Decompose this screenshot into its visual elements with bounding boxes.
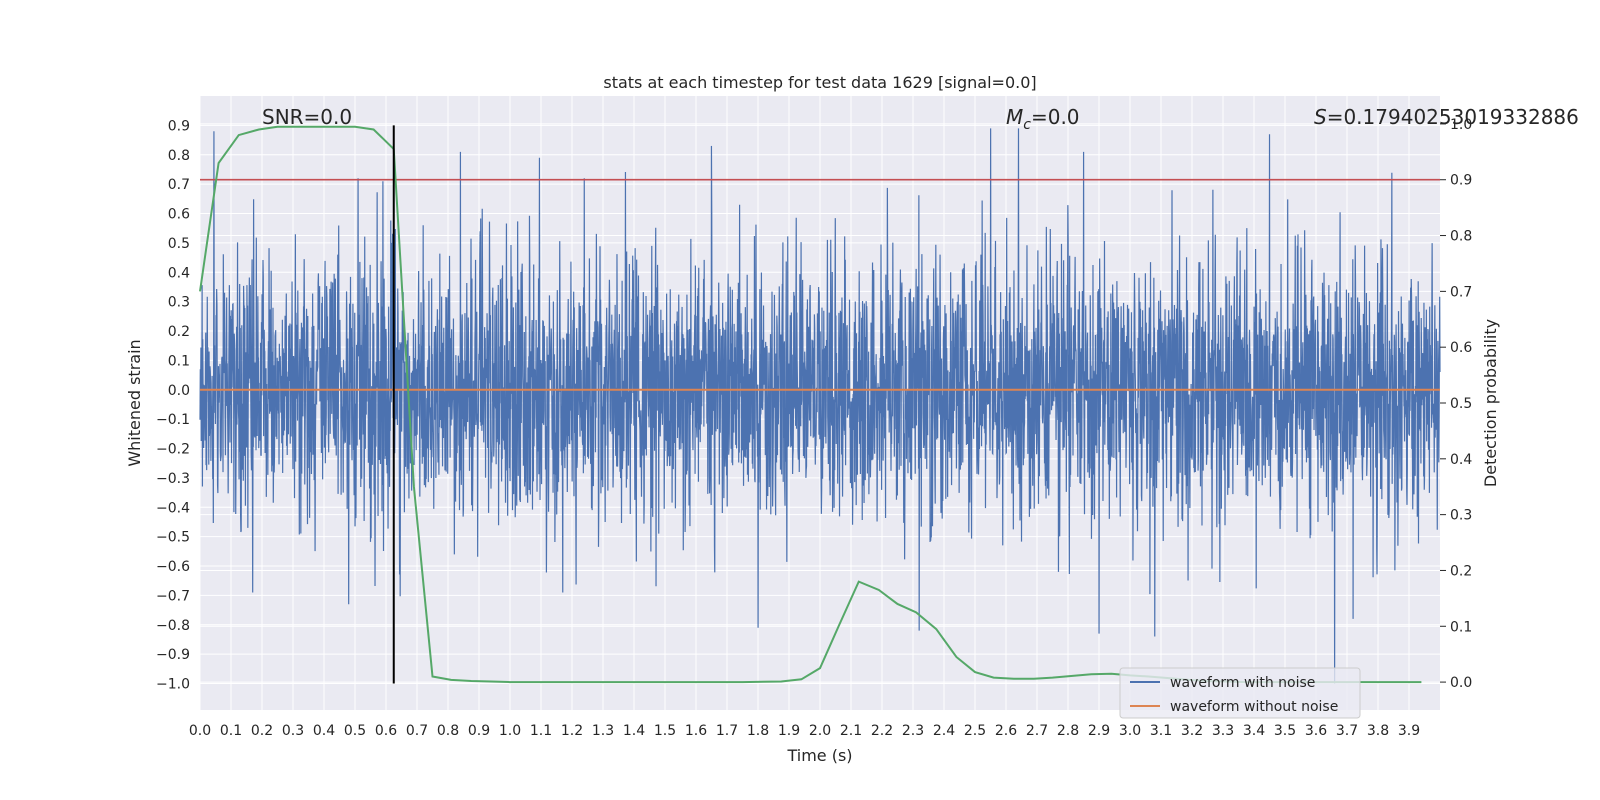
y-tick-label: 0.7	[168, 177, 190, 193]
y-right-tick-label: 0.8	[1450, 229, 1472, 245]
x-tick-label: 3.1	[1150, 723, 1172, 739]
x-tick-label: 1.6	[685, 723, 707, 739]
x-tick-label: 0.7	[406, 723, 428, 739]
y-tick-label: 0.9	[168, 118, 190, 134]
x-tick-label: 3.2	[1181, 723, 1203, 739]
x-tick-label: 0.5	[344, 723, 366, 739]
x-tick-label: 1.5	[654, 723, 676, 739]
y-tick-label: 0.8	[168, 148, 190, 164]
y-right-tick-label: 0.5	[1450, 396, 1472, 412]
y-tick-label: 0.1	[168, 353, 190, 369]
legend-label-noise: waveform with noise	[1170, 675, 1315, 691]
y-right-tick-label: 0.4	[1450, 452, 1472, 468]
y-right-tick-label: 0.7	[1450, 284, 1472, 300]
y-axis-label: Whitened strain	[125, 339, 144, 466]
y-right-tick-label: 0.2	[1450, 563, 1472, 579]
axes-text: 0.0 0.1 0.2 0.3 0.4 0.5 0.6 0.7 0.8 0.9 1.0 1.1 1.2 1…	[156, 117, 1472, 739]
x-tick-label: 0.8	[437, 723, 459, 739]
x-tick-label: 2.8	[1057, 723, 1079, 739]
x-tick-label: 3.0	[1119, 723, 1141, 739]
x-axis-label: Time (s)	[786, 746, 852, 765]
legend-box	[1119, 667, 1361, 719]
chart-title: stats at each timestep for test data 162…	[603, 73, 1036, 92]
x-tick-label: 0.0	[189, 723, 211, 739]
x-tick-label: 0.9	[468, 723, 490, 739]
score-annotation: S=0.17940253019332886	[1314, 105, 1579, 129]
chirp-mass-subscript: c	[1023, 117, 1031, 133]
y-tick-label: −0.6	[156, 559, 190, 575]
x-tick-label: 2.9	[1088, 723, 1110, 739]
y-tick-label: −0.3	[156, 471, 190, 487]
x-tick-label: 0.3	[282, 723, 304, 739]
y-right-tick-label: 1.0	[1450, 117, 1472, 133]
x-tick-label: 1.0	[499, 723, 521, 739]
x-tick-label: 1.3	[592, 723, 614, 739]
legend-label-clean: waveform without noise	[1170, 699, 1338, 715]
score-symbol: S	[1314, 105, 1327, 129]
x-tick-label: 1.8	[747, 723, 769, 739]
legend: waveform with noise waveform without noi…	[1119, 667, 1361, 719]
x-tick-label: 3.7	[1336, 723, 1358, 739]
y-tick-label: −0.2	[156, 442, 190, 458]
x-tick-label: 3.8	[1367, 723, 1389, 739]
y-tick-label: −0.7	[156, 588, 190, 604]
y-right-tick-label: 0.1	[1450, 619, 1472, 635]
y-tick-label: −0.5	[156, 530, 190, 546]
snr-annotation: SNR=0.0	[262, 105, 352, 129]
x-tick-label: 3.6	[1305, 723, 1327, 739]
y-tick-label: 0.5	[168, 236, 190, 252]
y-right-tick-label: 0.0	[1450, 675, 1472, 691]
y-tick-label: 0.4	[168, 265, 190, 281]
score-value: =0.17940253019332886	[1327, 105, 1579, 129]
x-tick-label: 0.4	[313, 723, 335, 739]
x-tick-label: 3.4	[1243, 723, 1265, 739]
x-tick-label: 1.7	[716, 723, 738, 739]
y-tick-label: −0.1	[156, 412, 190, 428]
x-tick-label: 0.1	[220, 723, 242, 739]
y-right-tick-label: 0.3	[1450, 508, 1472, 524]
y-right-tick-label: 0.9	[1450, 173, 1472, 189]
x-tick-label: 1.9	[778, 723, 800, 739]
x-tick-label: 2.2	[871, 723, 893, 739]
x-tick-label: 0.2	[251, 723, 273, 739]
x-tick-label: 2.5	[964, 723, 986, 739]
x-tick-label: 2.0	[809, 723, 831, 739]
y-tick-label: −1.0	[156, 677, 190, 693]
y-tick-label: 0.6	[168, 207, 190, 223]
chirp-mass-value: =0.0	[1031, 105, 1080, 129]
y-tick-label: 0.0	[168, 383, 190, 399]
y-right-tick-label: 0.6	[1450, 340, 1472, 356]
y-tick-label: −0.4	[156, 500, 190, 516]
chirp-mass-symbol: M	[1006, 105, 1023, 129]
y-tick-label: −0.9	[156, 647, 190, 663]
x-tick-label: 1.1	[530, 723, 552, 739]
x-tick-label: 3.9	[1398, 723, 1420, 739]
y-tick-label: 0.3	[168, 295, 190, 311]
x-tick-label: 2.7	[1026, 723, 1048, 739]
x-tick-label: 2.6	[995, 723, 1017, 739]
x-tick-label: 0.6	[375, 723, 397, 739]
y-tick-label: 0.2	[168, 324, 190, 340]
x-tick-label: 2.4	[933, 723, 955, 739]
y-axis-right-label: Detection probability	[1481, 319, 1500, 487]
x-tick-label: 3.3	[1212, 723, 1234, 739]
x-tick-label: 3.5	[1274, 723, 1296, 739]
x-tick-label: 2.1	[840, 723, 862, 739]
chirp-mass-annotation: Mc=0.0	[1006, 105, 1080, 133]
x-tick-label: 1.2	[561, 723, 583, 739]
x-tick-label: 2.3	[902, 723, 924, 739]
y-tick-label: −0.8	[156, 618, 190, 634]
x-tick-label: 1.4	[623, 723, 645, 739]
